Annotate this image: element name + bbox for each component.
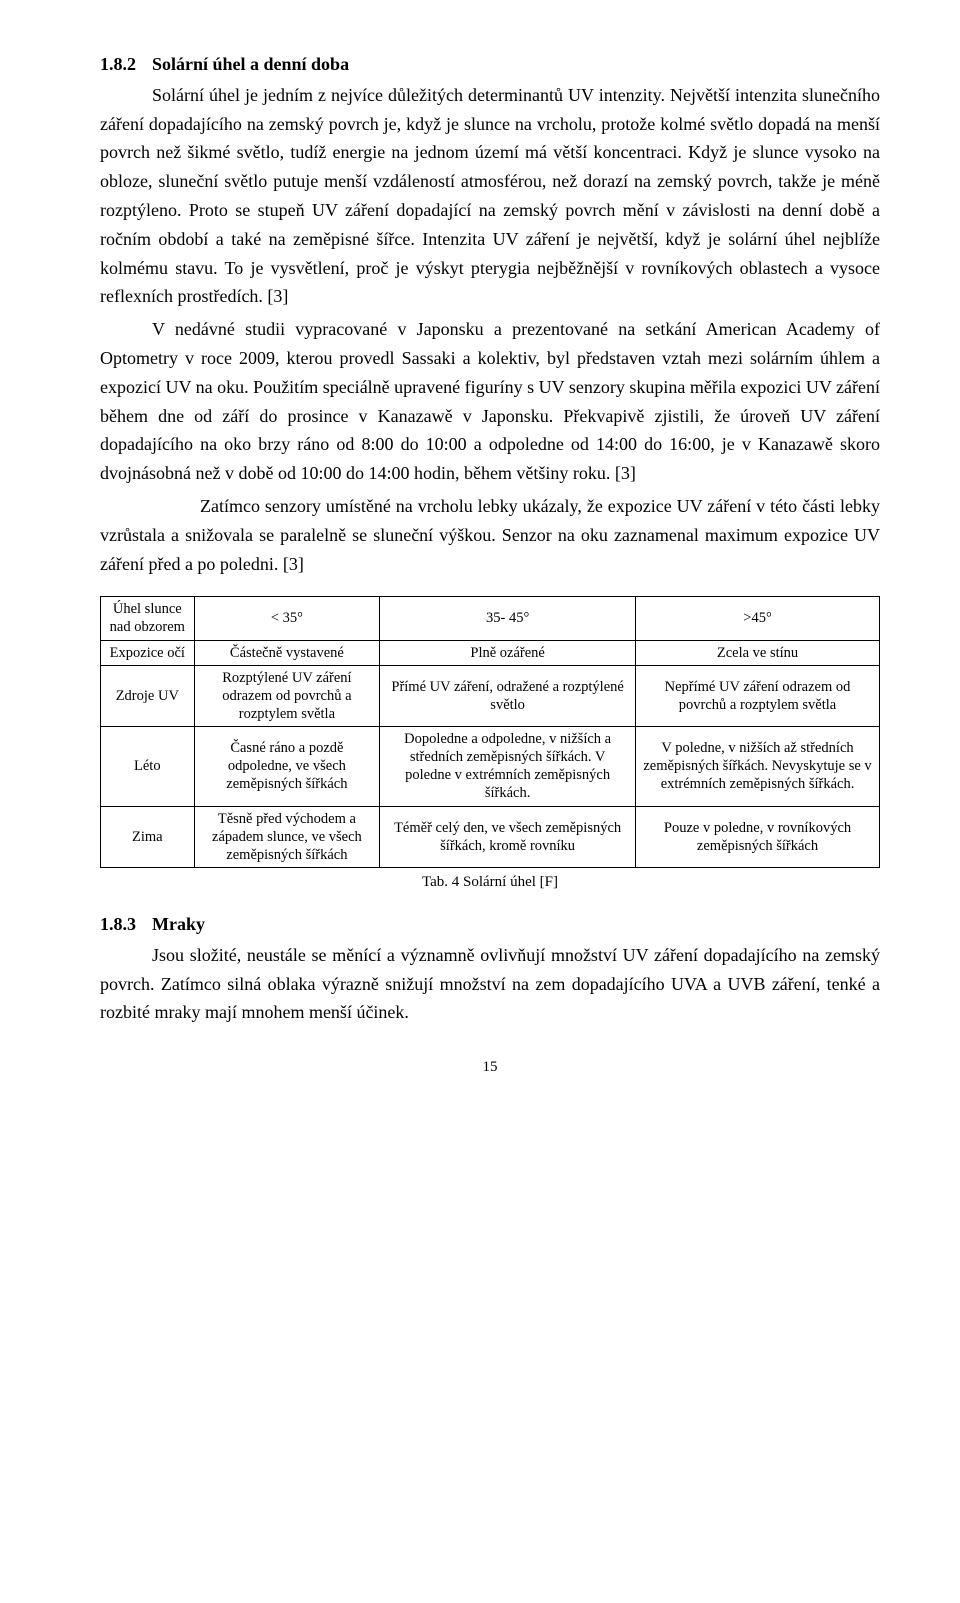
table-cell: Pouze v poledne, v rovníkových zeměpisný… <box>636 806 880 867</box>
table-cell: Expozice očí <box>101 640 195 665</box>
table-row: Expozice očí Částečně vystavené Plně ozá… <box>101 640 880 665</box>
table-cell: Zdroje UV <box>101 665 195 726</box>
table-header-cell: 35- 45° <box>380 597 636 640</box>
table-cell: V poledne, v nižších až středních zeměpi… <box>636 727 880 807</box>
table-row: Zdroje UV Rozptýlené UV záření odrazem o… <box>101 665 880 726</box>
table-row: Zima Těsně před východem a západem slunc… <box>101 806 880 867</box>
table-row: Léto Časné ráno a pozdě odpoledne, ve vš… <box>101 727 880 807</box>
table-cell: Dopoledne a odpoledne, v nižších a střed… <box>380 727 636 807</box>
table-cell: Těsně před východem a západem slunce, ve… <box>194 806 380 867</box>
table-header-cell: Úhel slunce nad obzorem <box>101 597 195 640</box>
solar-angle-table: Úhel slunce nad obzorem < 35° 35- 45° >4… <box>100 596 880 868</box>
table-header-cell: >45° <box>636 597 880 640</box>
table-cell: Částečně vystavené <box>194 640 380 665</box>
page-number: 15 <box>100 1055 880 1079</box>
section-title: Solární úhel a denní doba <box>152 54 349 74</box>
table-cell: Téměř celý den, ve všech zeměpisných šíř… <box>380 806 636 867</box>
table-row: Úhel slunce nad obzorem < 35° 35- 45° >4… <box>101 597 880 640</box>
paragraph: V nedávné studii vypracované v Japonsku … <box>100 315 880 488</box>
table-cell: Zcela ve stínu <box>636 640 880 665</box>
table-cell: Nepřímé UV záření odrazem od povrchů a r… <box>636 665 880 726</box>
section-title: Mraky <box>152 914 205 934</box>
table-cell: Časné ráno a pozdě odpoledne, ve všech z… <box>194 727 380 807</box>
table-cell: Rozptýlené UV záření odrazem od povrchů … <box>194 665 380 726</box>
table-cell: Zima <box>101 806 195 867</box>
table-cell: Plně ozářené <box>380 640 636 665</box>
section-heading-2: 1.8.3Mraky <box>100 910 880 939</box>
table-caption: Tab. 4 Solární úhel [F] <box>100 870 880 894</box>
paragraph: Solární úhel je jedním z nejvíce důležit… <box>100 81 880 311</box>
table-header-cell: < 35° <box>194 597 380 640</box>
table-cell: Léto <box>101 727 195 807</box>
section-heading-1: 1.8.2Solární úhel a denní doba <box>100 50 880 79</box>
section-number: 1.8.3 <box>100 910 152 939</box>
paragraph: Zatímco senzory umístěné na vrcholu lebk… <box>100 492 880 578</box>
paragraph: Jsou složité, neustále se měnící a význa… <box>100 941 880 1027</box>
table-cell: Přímé UV záření, odražené a rozptýlené s… <box>380 665 636 726</box>
section-number: 1.8.2 <box>100 50 152 79</box>
